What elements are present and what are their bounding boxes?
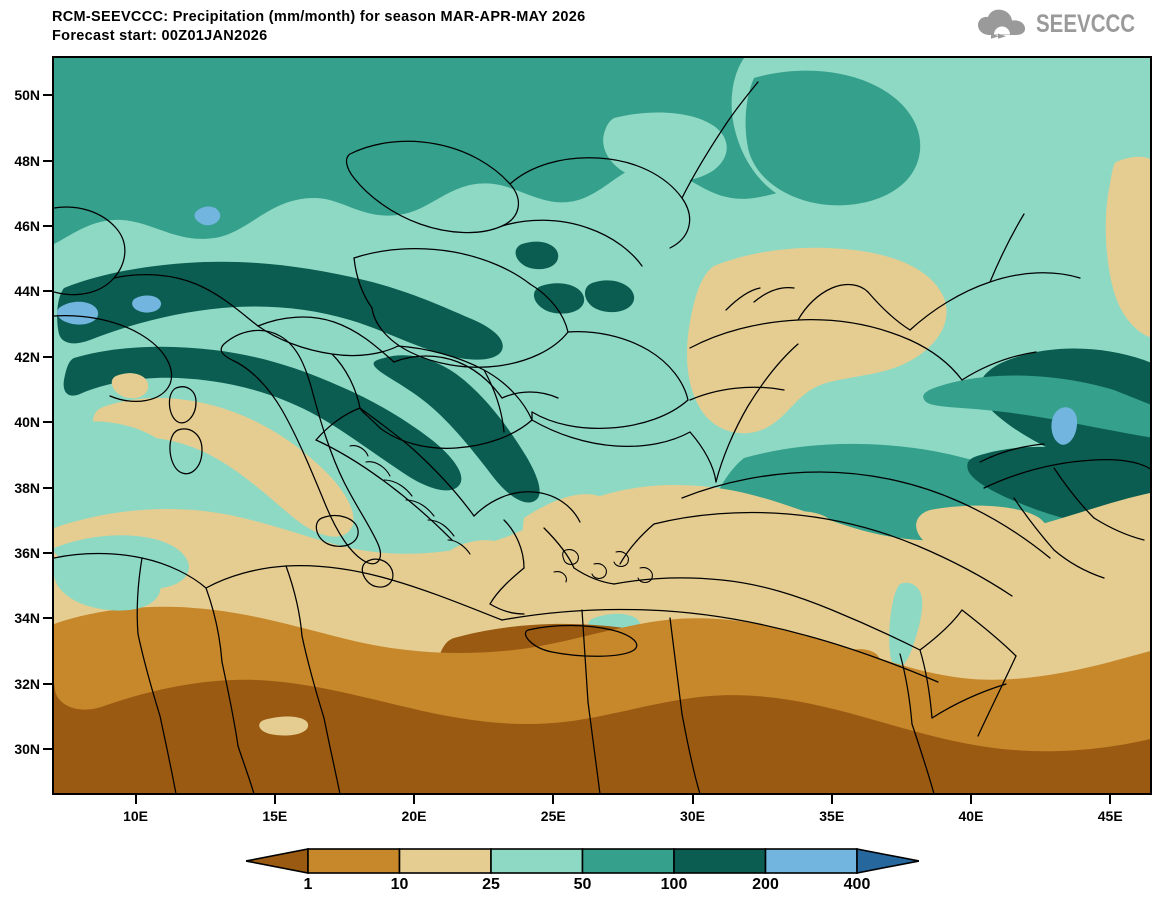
y-tick-mark bbox=[43, 355, 52, 358]
y-tick-label: 42N bbox=[14, 348, 40, 365]
colorbar-segment bbox=[398, 848, 492, 874]
colorbar-segment bbox=[673, 848, 767, 874]
x-tick-mark bbox=[413, 795, 416, 804]
x-tick-label: 10E bbox=[123, 808, 148, 824]
colorbar-tick-label: 100 bbox=[660, 876, 688, 893]
x-tick-mark bbox=[969, 795, 972, 804]
y-tick-mark bbox=[43, 682, 52, 685]
colorbar-tick-label: 1 bbox=[303, 876, 313, 893]
contour-layer bbox=[54, 58, 1150, 793]
y-tick-mark bbox=[43, 94, 52, 97]
colorbar-segment bbox=[764, 848, 858, 874]
forecast-start-label: Forecast start: 00Z01JAN2026 bbox=[52, 28, 268, 44]
colorbar-tick-label: 10 bbox=[390, 876, 409, 893]
colorbar-tick-label: 50 bbox=[573, 876, 592, 893]
x-tick-label: 45E bbox=[1097, 808, 1123, 824]
y-tick-mark bbox=[43, 225, 52, 228]
x-axis: 10E 15E 20E 25E 30E 35E 40E 45E bbox=[52, 795, 1152, 835]
colorbar-segment bbox=[490, 848, 584, 874]
x-tick-label: 25E bbox=[540, 808, 566, 824]
map-contours bbox=[54, 58, 1150, 793]
x-tick-label: 40E bbox=[958, 808, 984, 824]
y-tick-label: 48N bbox=[14, 152, 40, 169]
y-tick-label: 40N bbox=[14, 414, 40, 431]
x-tick-mark bbox=[691, 795, 694, 804]
colorbar-swatches bbox=[246, 848, 919, 874]
colorbar-segment bbox=[581, 848, 675, 874]
colorbar: 1 10 25 50 100 200 400 bbox=[246, 848, 919, 904]
precipitation-map bbox=[52, 56, 1152, 795]
y-tick-label: 46N bbox=[14, 218, 40, 235]
x-tick-mark bbox=[830, 795, 833, 804]
colorbar-extend-low bbox=[246, 848, 309, 874]
x-tick-mark bbox=[273, 795, 276, 804]
y-tick-mark bbox=[43, 552, 52, 555]
y-tick-label: 34N bbox=[14, 610, 40, 627]
colorbar-tick-label: 25 bbox=[482, 876, 500, 893]
colorbar-tick-label: 400 bbox=[843, 876, 871, 893]
y-tick-mark bbox=[43, 421, 52, 424]
y-tick-mark bbox=[43, 290, 52, 293]
colorbar-tick-label: 200 bbox=[752, 876, 779, 893]
y-tick-label: 38N bbox=[14, 479, 40, 496]
page-title: RCM-SEEVCCC: Precipitation (mm/month) fo… bbox=[52, 9, 586, 25]
y-tick-label: 36N bbox=[14, 545, 40, 562]
x-tick-mark bbox=[552, 795, 555, 804]
x-tick-label: 15E bbox=[262, 808, 288, 824]
title-block: RCM-SEEVCCC: Precipitation (mm/month) fo… bbox=[52, 8, 586, 46]
x-tick-label: 20E bbox=[401, 808, 427, 824]
y-tick-mark bbox=[43, 486, 52, 489]
y-tick-label: 30N bbox=[14, 741, 40, 758]
x-tick-mark bbox=[1109, 795, 1112, 804]
x-tick-label: 30E bbox=[680, 808, 705, 824]
y-tick-mark bbox=[43, 748, 52, 751]
coastlines-and-borders bbox=[54, 81, 1150, 793]
y-tick-label: 50N bbox=[14, 87, 40, 104]
colorbar-segment bbox=[307, 848, 401, 874]
logo-text: SEEVCCC bbox=[1036, 9, 1136, 38]
aegean-islands bbox=[556, 554, 634, 580]
cloud-icon bbox=[978, 9, 1026, 39]
y-tick-mark bbox=[43, 159, 52, 162]
y-tick-label: 32N bbox=[14, 675, 40, 692]
y-tick-mark bbox=[43, 617, 52, 620]
x-tick-label: 35E bbox=[819, 808, 845, 824]
y-axis: 30N 32N 34N 36N 38N 40N 42N 44N 46N 48N 50N bbox=[0, 56, 52, 795]
x-tick-mark bbox=[134, 795, 137, 804]
colorbar-extend-high bbox=[856, 848, 919, 874]
y-tick-label: 44N bbox=[14, 283, 40, 300]
seevccc-logo: SEEVCCC bbox=[977, 8, 1157, 40]
